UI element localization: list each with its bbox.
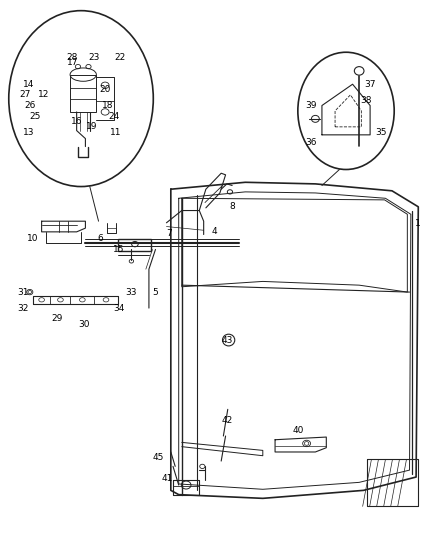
Text: 29: 29 <box>51 314 63 323</box>
Ellipse shape <box>354 67 364 75</box>
Text: 20: 20 <box>99 85 111 94</box>
Text: 45: 45 <box>153 453 164 462</box>
Text: 7: 7 <box>166 229 172 238</box>
Bar <box>118 239 151 251</box>
Text: 37: 37 <box>364 80 376 88</box>
Text: 38: 38 <box>360 96 371 104</box>
Text: 11: 11 <box>110 128 122 136</box>
Text: 31: 31 <box>17 288 28 296</box>
Text: 25: 25 <box>29 112 41 120</box>
Text: 5: 5 <box>152 288 159 296</box>
Text: 40: 40 <box>292 426 304 435</box>
Text: 23: 23 <box>88 53 100 62</box>
Text: 8: 8 <box>229 203 235 211</box>
Text: 24: 24 <box>108 112 120 120</box>
Text: 13: 13 <box>23 128 34 136</box>
Bar <box>70 75 96 112</box>
Text: 35: 35 <box>375 128 387 136</box>
Text: 15: 15 <box>113 245 124 254</box>
Text: 18: 18 <box>102 101 113 110</box>
Text: 28: 28 <box>67 53 78 62</box>
Text: 17: 17 <box>67 59 78 67</box>
Text: 27: 27 <box>20 91 31 99</box>
Text: 19: 19 <box>86 123 98 131</box>
Text: 22: 22 <box>115 53 126 62</box>
Text: 10: 10 <box>27 235 39 243</box>
Text: 26: 26 <box>24 101 35 110</box>
Text: 32: 32 <box>17 304 28 312</box>
Text: 34: 34 <box>113 304 125 312</box>
Text: 36: 36 <box>305 139 317 147</box>
Text: 1: 1 <box>415 220 421 228</box>
Text: 30: 30 <box>78 320 90 328</box>
Text: 4: 4 <box>212 228 217 236</box>
Text: 42: 42 <box>221 416 233 424</box>
Text: 41: 41 <box>162 474 173 483</box>
Text: 6: 6 <box>98 235 104 243</box>
Text: 16: 16 <box>71 117 82 126</box>
Text: 39: 39 <box>305 101 317 110</box>
Text: 33: 33 <box>126 288 137 296</box>
Text: 14: 14 <box>23 80 34 88</box>
Text: 12: 12 <box>38 91 49 99</box>
Text: 43: 43 <box>221 336 233 344</box>
